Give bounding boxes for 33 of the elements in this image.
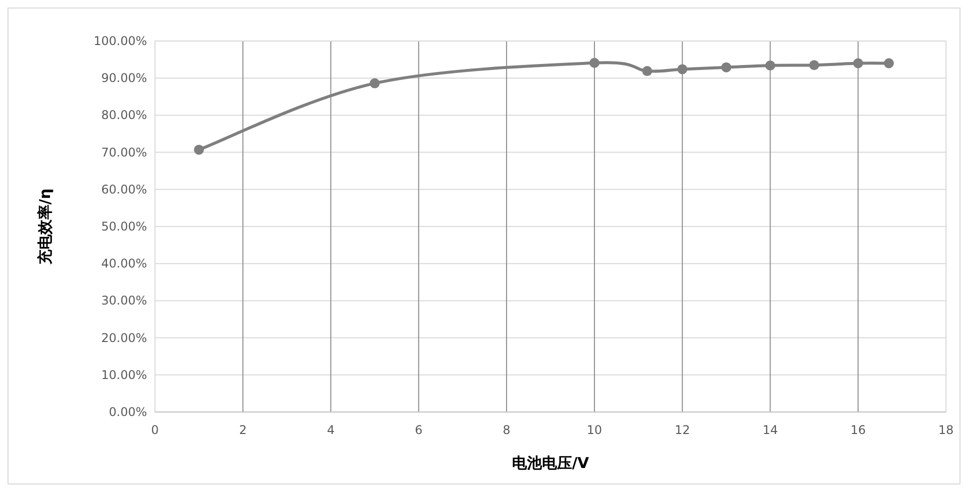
- point: [853, 58, 864, 68]
- y-tick-label: 70.00%: [101, 145, 147, 160]
- y-tick-label: 40.00%: [101, 256, 147, 271]
- point: [370, 78, 380, 88]
- y-axis-title: 充电效率/η: [36, 188, 54, 266]
- x-tick-label: 12: [674, 423, 690, 437]
- x-tick-label: 10: [586, 423, 602, 437]
- point: [721, 62, 732, 72]
- x-tick-label: 16: [850, 423, 866, 437]
- y-tick-label: 10.00%: [101, 368, 147, 382]
- x-tick-label: 0: [151, 423, 159, 437]
- point: [677, 64, 688, 74]
- y-tick-label: 90.00%: [101, 71, 147, 86]
- x-tick-label: 8: [502, 423, 510, 437]
- y-tick-label: 20.00%: [101, 330, 147, 345]
- x-tick-label: 14: [762, 423, 778, 437]
- point: [589, 58, 600, 68]
- point: [642, 66, 652, 76]
- point: [809, 60, 820, 70]
- x-tick-label: 2: [239, 423, 247, 437]
- x-tick-label: 6: [414, 423, 422, 437]
- y-tick-label: 0.00%: [108, 405, 147, 419]
- point: [884, 58, 894, 68]
- x-tick-label: 18: [938, 423, 954, 437]
- y-tick-label: 50.00%: [101, 220, 147, 234]
- x-tick-label: 4: [326, 423, 335, 437]
- y-tick-label: 80.00%: [101, 108, 147, 122]
- y-tick-label: 30.00%: [101, 294, 147, 308]
- point: [765, 60, 776, 70]
- y-tick-label: 60.00%: [101, 182, 147, 196]
- point: [194, 144, 204, 155]
- x-axis-title: 电池电压/V: [512, 454, 590, 472]
- y-tick-label: 100.00%: [94, 34, 147, 48]
